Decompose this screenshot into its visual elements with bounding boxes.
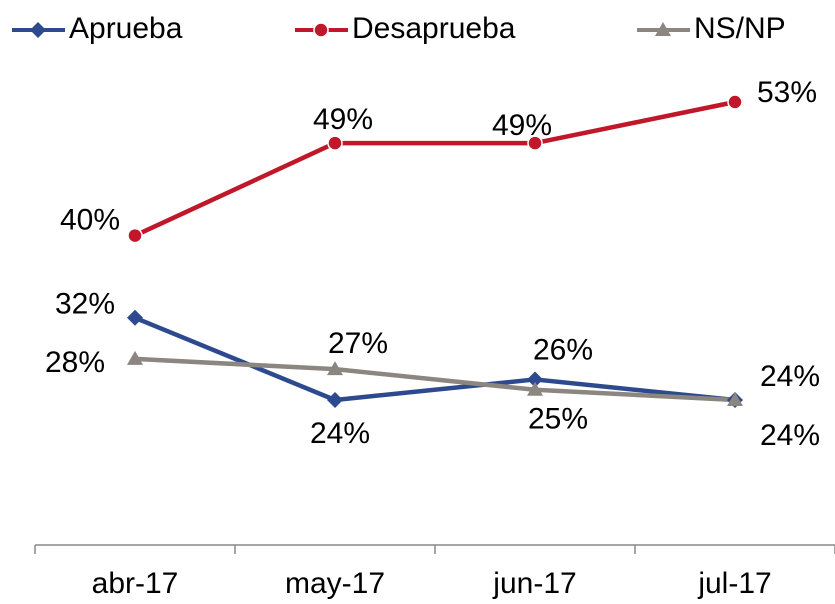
marker <box>327 361 343 376</box>
x-tick-label: jun-17 <box>492 567 576 600</box>
series-line <box>134 315 736 403</box>
marker <box>727 94 743 110</box>
marker <box>127 227 143 244</box>
data-label: 26% <box>533 333 593 366</box>
marker <box>127 350 143 365</box>
marker <box>327 392 343 408</box>
data-label: 25% <box>528 403 588 436</box>
legend-label: Aprueba <box>69 12 183 45</box>
x-tick-label: jul-17 <box>697 567 771 600</box>
x-tick-label: abr-17 <box>92 567 179 600</box>
legend-label: Desaprueba <box>352 12 516 45</box>
data-label: 49% <box>492 109 552 142</box>
series-line <box>134 356 736 403</box>
marker <box>527 371 543 388</box>
data-label: 40% <box>60 204 120 237</box>
data-label: 24% <box>760 419 820 452</box>
marker <box>30 22 46 38</box>
series-line <box>134 99 736 238</box>
marker <box>527 135 543 151</box>
data-label: 32% <box>55 288 115 321</box>
marker <box>527 381 543 396</box>
marker <box>327 135 343 151</box>
marker <box>313 22 329 38</box>
data-label: 24% <box>760 360 820 393</box>
data-label: 53% <box>757 76 817 109</box>
x-tick-label: may-17 <box>285 567 385 600</box>
legend-label: NS/NP <box>694 12 786 45</box>
marker <box>127 309 143 326</box>
data-label: 24% <box>310 417 370 450</box>
marker <box>655 22 671 36</box>
data-label: 28% <box>45 346 105 379</box>
data-label: 49% <box>313 103 373 136</box>
data-label: 27% <box>328 327 388 360</box>
marker <box>727 392 743 406</box>
